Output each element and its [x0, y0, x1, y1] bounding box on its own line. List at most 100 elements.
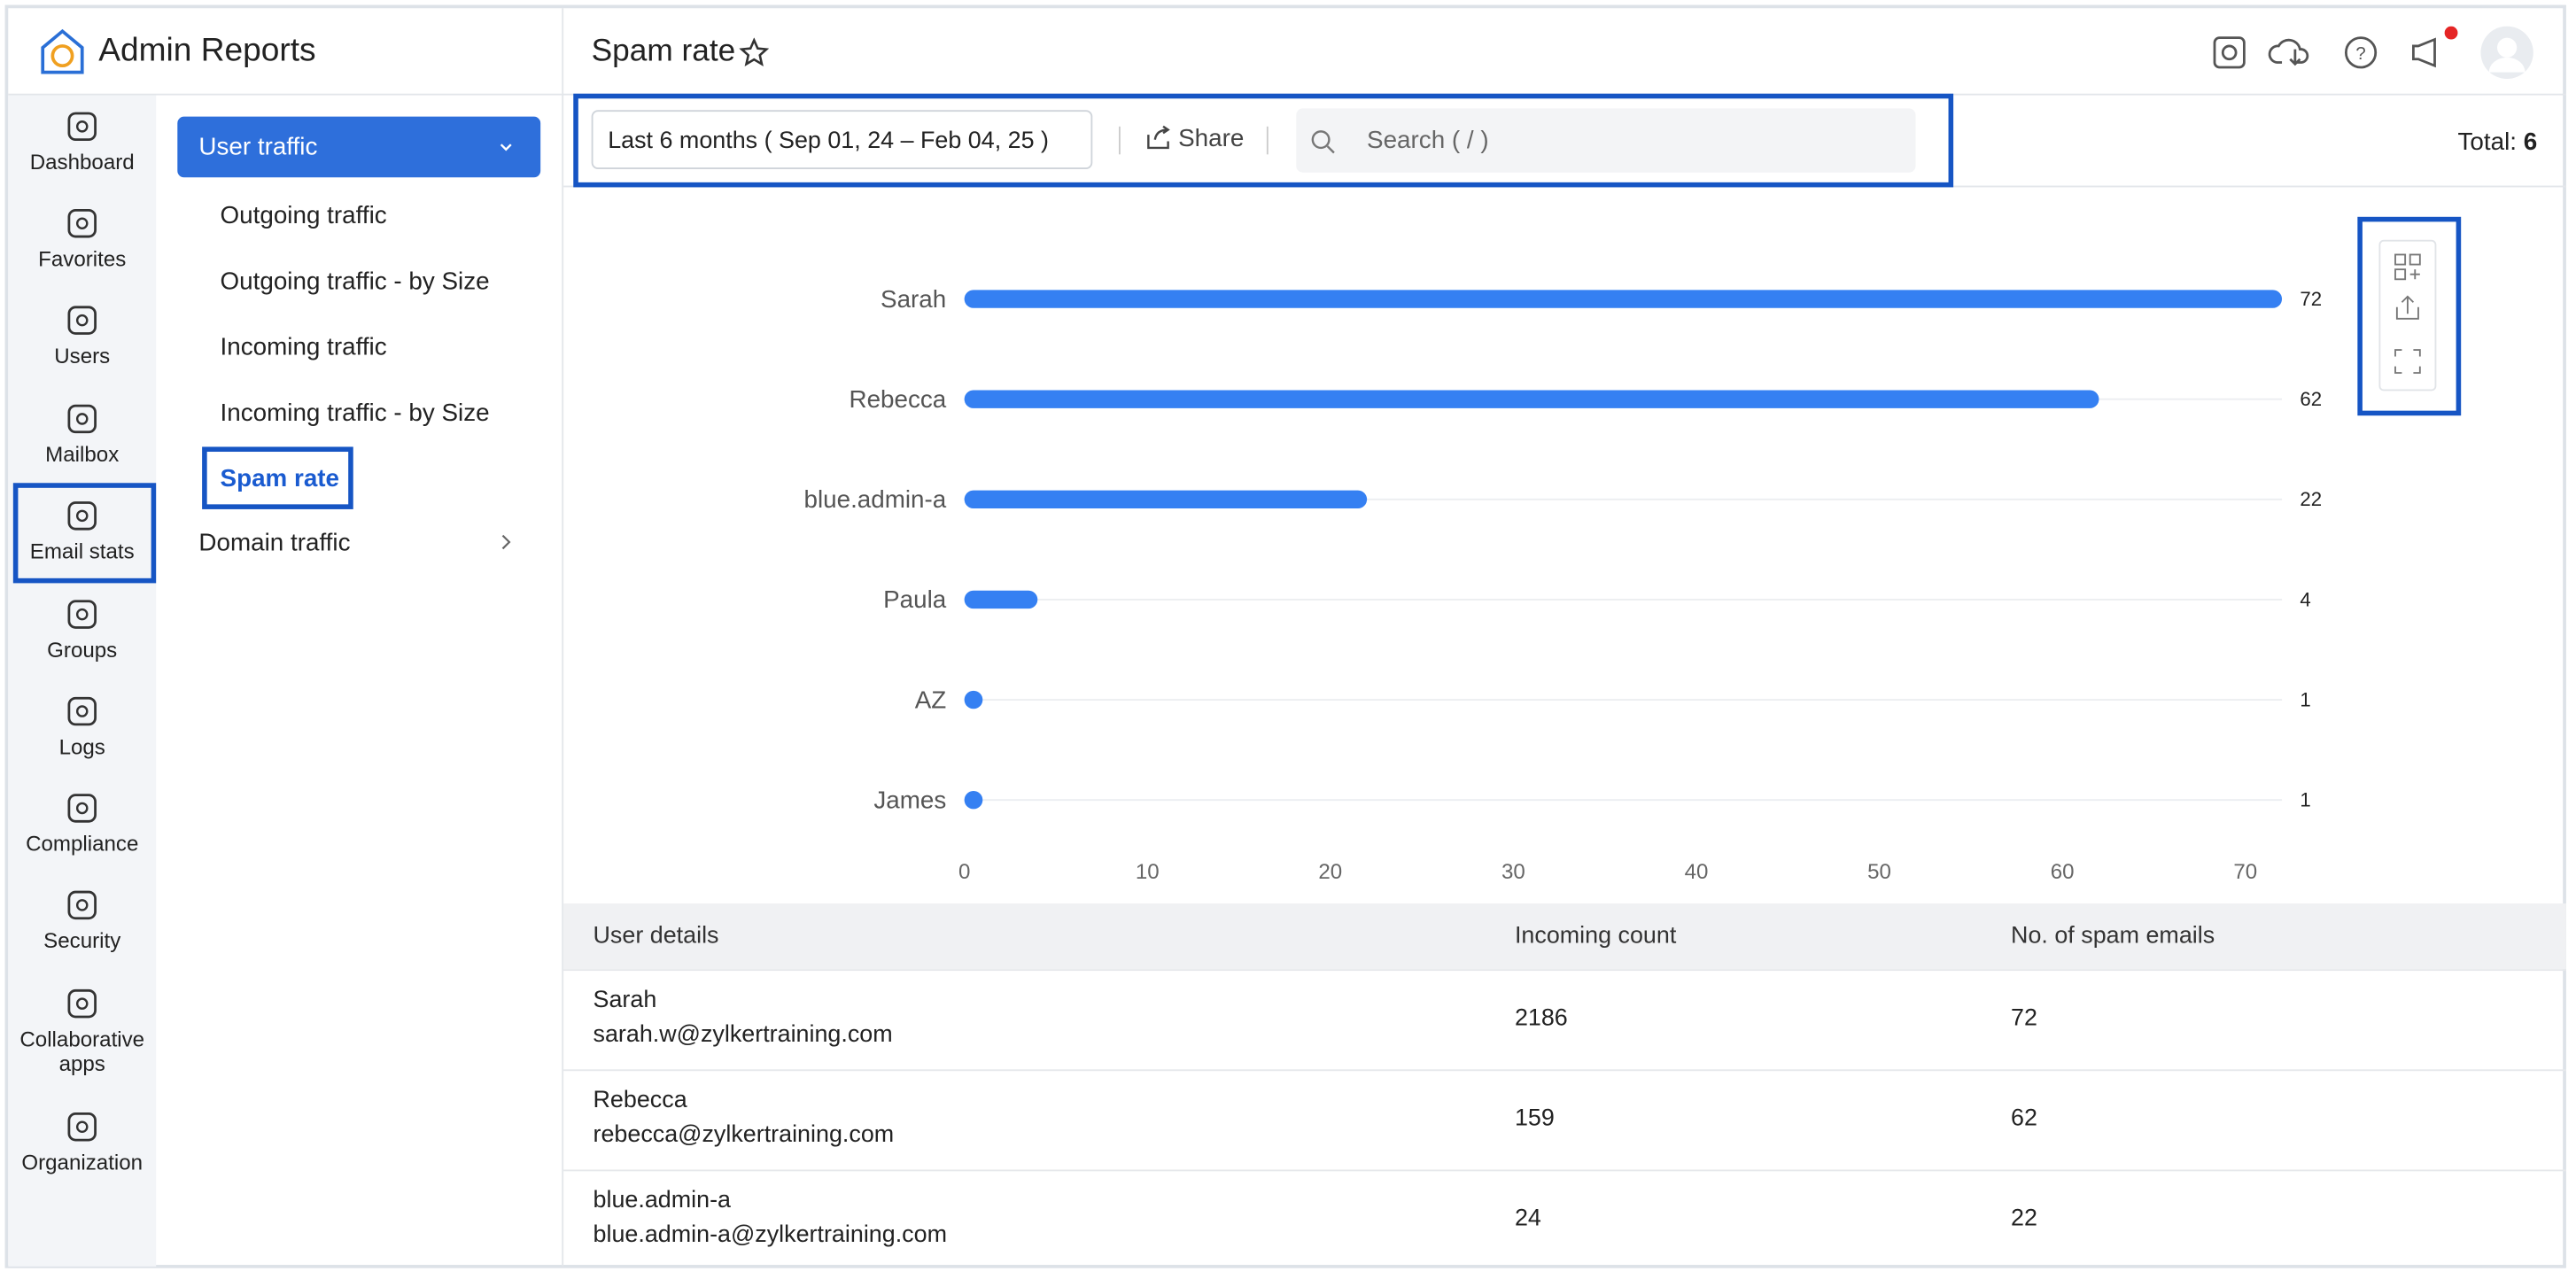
chevron [500, 143, 512, 151]
svg-text:?: ? [2355, 44, 2365, 64]
x-tick-label: 30 [1501, 860, 1525, 884]
nav-item[interactable]: Users [8, 302, 156, 368]
x-tick-label: 20 [1318, 860, 1342, 884]
x-tick-label: 60 [2051, 860, 2075, 884]
nav-item[interactable]: Organization [8, 1109, 156, 1174]
incoming-count: 2186 [1514, 1005, 1568, 1032]
nav-item[interactable]: Compliance [8, 790, 156, 856]
highlight [12, 483, 157, 584]
nav-item[interactable]: Favorites [8, 205, 156, 271]
date-range-select[interactable]: Last 6 months ( Sep 01, 24 – Feb 04, 25 … [591, 110, 1093, 170]
nav-item[interactable]: Groups [8, 596, 156, 662]
y-tick-label: blue.admin-a [804, 485, 947, 513]
total-label: Total: [2457, 128, 2517, 157]
nav-label: Logs [58, 734, 105, 759]
user-name: Sarah [593, 987, 657, 1014]
y-tick-label: AZ [915, 686, 947, 713]
logo [41, 28, 84, 74]
nav-item[interactable]: Logs [8, 694, 156, 759]
nav-icon [67, 696, 97, 726]
value-label: 72 [2300, 288, 2322, 310]
search-placeholder: Search ( / ) [1367, 126, 1489, 155]
submenu-item[interactable]: Spam rate [220, 464, 340, 493]
x-tick-label: 70 [2233, 860, 2257, 884]
incoming-count: 24 [1514, 1205, 1541, 1232]
nav-icon [67, 208, 97, 238]
x-tick-label: 0 [958, 860, 970, 884]
nav-item[interactable]: Mailbox [8, 401, 156, 467]
header-icons: ? [2213, 26, 2533, 80]
submenu-group-label: User traffic [198, 133, 318, 161]
nav-icon [67, 600, 97, 629]
divider [562, 8, 564, 1267]
highlight [573, 93, 1954, 188]
row-divider [563, 1069, 2566, 1072]
total: Total: 6 [2457, 128, 2537, 157]
value-label: 22 [2300, 488, 2322, 510]
submenu-item[interactable]: Incoming traffic - by Size [220, 399, 490, 428]
nav-item[interactable]: Security [8, 887, 156, 953]
nav-label: Mailbox [45, 441, 120, 467]
nav-label: Groups [47, 637, 118, 663]
nav-label: Email stats [29, 539, 135, 564]
nav-item[interactable]: Dashboard [8, 108, 156, 174]
spam-count: 72 [2011, 1005, 2037, 1032]
separator [1118, 126, 1121, 155]
value-label: 1 [2300, 688, 2310, 710]
bar [964, 590, 1038, 609]
value-label: 4 [2300, 588, 2310, 610]
user-name: blue.admin-a [593, 1187, 731, 1214]
nav-item[interactable]: Collaborative apps [8, 986, 156, 1076]
user-name: Rebecca [593, 1087, 687, 1114]
row-divider [563, 1169, 2566, 1172]
nav-icon [67, 988, 97, 1019]
search-icon [1311, 130, 1335, 154]
search-box[interactable]: Search ( / ) [1296, 108, 1916, 173]
submenu-item[interactable]: Outgoing traffic - by Size [220, 267, 490, 296]
user-email: rebecca@zylkertraining.com [593, 1121, 895, 1149]
spam-count: 22 [2011, 1205, 2037, 1232]
spam-count: 62 [2011, 1105, 2037, 1132]
nav-icon [67, 890, 97, 920]
bar [964, 690, 983, 709]
nav-item[interactable]: Email stats [8, 498, 156, 563]
nav-icon [67, 112, 97, 142]
user-email: blue.admin-a@zylkertraining.com [593, 1221, 947, 1249]
value-label: 1 [2300, 789, 2310, 811]
nav-icon [67, 1112, 97, 1142]
submenu-item[interactable]: Outgoing traffic [220, 202, 387, 230]
highlight [2357, 216, 2462, 416]
submenu-item[interactable]: Incoming traffic [220, 333, 387, 362]
nav-label: Organization [21, 1150, 144, 1175]
chart: 0 10 20 30 40 50 60 70 Sarah 72 Rebecca 62 blue.admi… [804, 285, 2323, 884]
separator [1266, 126, 1269, 155]
total-value: 6 [2523, 128, 2538, 157]
nav-label: Collaborative apps [19, 1027, 145, 1076]
share-icon [1147, 125, 1170, 150]
share-label: Share [1178, 124, 1245, 153]
highlight [202, 446, 353, 509]
nav-label: Dashboard [29, 149, 135, 174]
submenu-group[interactable]: User traffic [177, 116, 541, 178]
nav-rail [8, 95, 157, 1267]
share-button[interactable]: Share [1145, 124, 1245, 153]
nav-label: Compliance [26, 831, 139, 857]
submenu-other[interactable]: Domain traffic [198, 529, 351, 557]
nav-label: Users [54, 343, 111, 368]
nav-icon [67, 501, 97, 531]
table-header [563, 903, 2566, 970]
bar [964, 390, 2099, 408]
nav-icon [67, 306, 97, 335]
y-tick-label: Rebecca [850, 385, 947, 413]
chart-tool-icons[interactable] [2380, 242, 2434, 390]
favorite-star[interactable] [739, 37, 769, 67]
nav-label: Security [43, 927, 121, 953]
app-title: Admin Reports [98, 33, 316, 69]
nav-label: Favorites [38, 246, 127, 272]
page-title: Spam rate [591, 34, 736, 69]
x-tick-label: 40 [1685, 860, 1709, 884]
incoming-count: 159 [1514, 1105, 1555, 1132]
nav-icon [67, 794, 97, 823]
